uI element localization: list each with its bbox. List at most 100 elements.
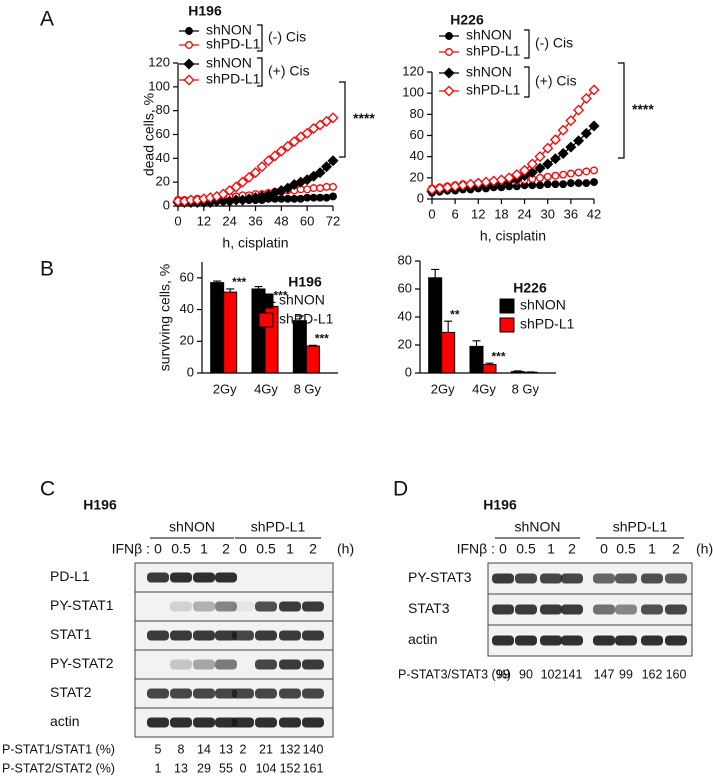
data-point	[580, 127, 592, 139]
bar	[441, 331, 456, 374]
band	[193, 688, 215, 699]
legend-label: shPD-L1	[520, 316, 575, 332]
bar	[510, 371, 525, 374]
y-tick-label: 80	[398, 252, 412, 267]
data-point	[574, 168, 583, 177]
time-label: 0.5	[616, 541, 636, 557]
data-point	[256, 161, 268, 173]
band	[215, 601, 237, 612]
band	[641, 635, 663, 646]
legend-label: shPD-L1	[466, 82, 521, 98]
data-point	[262, 155, 274, 167]
band	[170, 717, 192, 728]
band	[232, 688, 254, 699]
x-axis-label: h, cisplatin	[480, 228, 546, 244]
x-tick-label: 42	[587, 206, 601, 221]
x-tick-label: 4Gy	[472, 381, 496, 396]
time-label: 0.5	[171, 541, 191, 557]
y-tick-label: 20	[156, 174, 170, 189]
significance: ***	[232, 275, 246, 289]
time-label: 1	[286, 541, 294, 557]
blot-row-label: actin	[408, 631, 438, 647]
x-tick-label: 36	[564, 206, 578, 221]
quant-value: 13	[219, 742, 233, 756]
legend-marker	[185, 27, 193, 35]
bar	[469, 345, 484, 374]
quant-label: P-STAT2/STAT2 (%)	[2, 761, 115, 775]
data-point	[557, 147, 569, 160]
chart-title: H196	[188, 3, 222, 19]
band	[170, 630, 192, 641]
y-tick-label: 60	[410, 127, 424, 142]
data-point	[309, 193, 318, 202]
data-point	[559, 170, 568, 179]
data-point	[316, 193, 325, 202]
quant-value: 99	[619, 667, 633, 681]
data-point	[551, 180, 560, 189]
data-point	[327, 155, 339, 167]
error-bar	[431, 268, 440, 278]
band	[279, 717, 301, 728]
quant-value: 0	[240, 761, 247, 775]
band	[279, 659, 301, 670]
data-point	[329, 192, 337, 201]
data-point	[573, 135, 585, 147]
panel-label: C	[40, 478, 55, 501]
data-point	[566, 169, 575, 178]
error-bar	[485, 362, 494, 365]
band	[279, 630, 301, 641]
x-tick-label: 0	[174, 213, 181, 228]
x-tick-label: 2Gy	[213, 381, 237, 396]
y-tick-label: 60	[156, 126, 170, 141]
legend-bracket	[257, 57, 263, 87]
data-point	[519, 164, 531, 176]
time-label: 2	[222, 541, 230, 557]
quant-value: 161	[303, 761, 324, 775]
quant-value: 132	[280, 742, 301, 756]
data-point	[528, 181, 537, 190]
blot-row-label: PY-STAT2	[50, 655, 114, 671]
quant-value: 13	[174, 761, 188, 775]
band	[492, 573, 514, 584]
legend-label: shNON	[206, 22, 252, 38]
error-bar	[295, 315, 304, 321]
quant-value: 160	[666, 667, 687, 681]
y-tick-label: 60	[180, 269, 194, 284]
y-tick-label: 100	[148, 78, 170, 93]
data-point	[314, 167, 326, 179]
band	[279, 688, 301, 699]
y-tick-label: 100	[402, 85, 424, 100]
time-unit: (h)	[696, 541, 713, 557]
time-label: 0	[600, 541, 608, 557]
legend-bracket	[524, 29, 530, 59]
band	[641, 573, 663, 584]
x-tick-label: 0	[428, 206, 435, 221]
data-point	[329, 182, 337, 191]
significance-bracket	[618, 62, 625, 159]
data-point	[543, 180, 552, 189]
band	[215, 688, 237, 699]
data-point	[590, 166, 598, 175]
blot-row-label: PY-STAT3	[408, 569, 472, 585]
quant-value: 2	[240, 742, 247, 756]
data-point	[275, 145, 287, 157]
legend-label: shPD-L1	[206, 36, 261, 52]
legend-group: (-) Cis	[268, 29, 306, 45]
data-point	[574, 179, 583, 188]
band	[561, 573, 583, 584]
significance: ***	[492, 349, 506, 363]
time-label: 1	[200, 541, 208, 557]
quant-value: 29	[197, 761, 211, 775]
treatment-label: IFNβ :	[112, 541, 150, 557]
blot-row-label: STAT2	[50, 684, 92, 700]
data-point	[588, 120, 600, 132]
x-axis-label: h, cisplatin	[222, 235, 288, 251]
time-label: 0.5	[516, 541, 536, 557]
data-point	[249, 167, 262, 179]
band	[302, 659, 324, 670]
band	[170, 688, 192, 699]
quant-value: 99	[496, 667, 510, 681]
data-point	[549, 134, 561, 146]
legend-marker	[183, 58, 195, 70]
